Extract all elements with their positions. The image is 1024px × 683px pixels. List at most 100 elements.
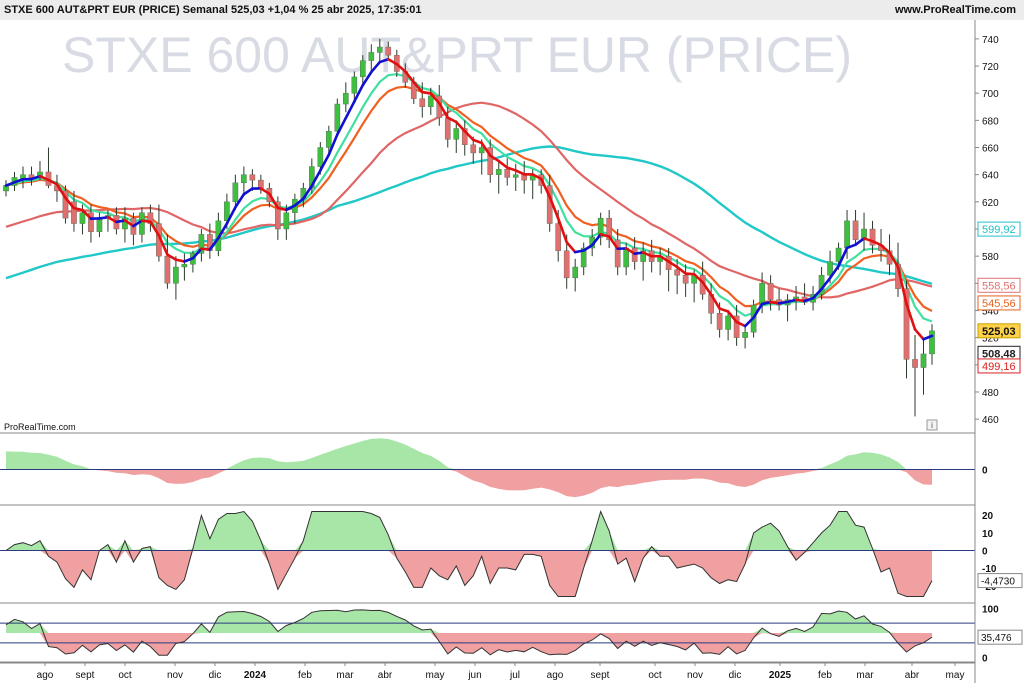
trend-segment (47, 178, 59, 186)
osc-value-label: 35,476 (981, 633, 1012, 644)
time-tick-label: 2024 (244, 670, 267, 681)
candle-body (385, 46, 392, 56)
time-tick-label: jun (467, 670, 481, 681)
trend-segment (13, 177, 25, 184)
trend-segment (811, 287, 823, 300)
osc-negative-fill (6, 633, 932, 656)
trend-segment (735, 320, 747, 328)
candle-body (241, 174, 247, 184)
candle-body (716, 313, 723, 330)
trend-segment (72, 206, 84, 212)
trend-segment (692, 272, 704, 284)
trend-segment (633, 251, 645, 256)
time-tick-label: nov (167, 670, 183, 681)
osc-value-label: -4,4730 (981, 577, 1015, 588)
trend-segment (259, 187, 271, 196)
price-tick-label: 620 (982, 198, 999, 209)
trend-segment (38, 174, 50, 182)
trend-segment (157, 234, 169, 256)
candle-body (903, 288, 910, 360)
price-tick-label: 700 (982, 89, 999, 100)
info-icon[interactable] (926, 419, 938, 431)
trend-segment (115, 219, 127, 224)
candle-body (478, 147, 485, 154)
chart-canvas[interactable]: STXE 600 AUT&PRT EUR (PRICE) 740 720 700 68… (0, 20, 1024, 683)
candle-body (597, 217, 604, 238)
trend-segment (786, 298, 798, 304)
instrument-title: STXE 600 AUT&PRT EUR (PRICE) Semanal 525… (4, 4, 422, 16)
time-tick-label: nov (687, 670, 703, 681)
trend-segment (183, 256, 195, 263)
trend-segment (268, 192, 280, 210)
candle-body (249, 174, 256, 181)
candle-body (614, 239, 621, 268)
candle-body (343, 92, 349, 105)
trend-segment (539, 177, 552, 199)
time-tick-label: sept (76, 670, 95, 681)
ma-medium-pink (5, 101, 933, 299)
trend-segment (437, 101, 450, 119)
candle-body (869, 228, 876, 246)
price-tick-label: 660 (982, 144, 999, 155)
candle-body (487, 147, 494, 175)
price-tick-label: 540 (982, 306, 999, 317)
osc-tick-label: 100 (982, 604, 999, 615)
trend-segment (446, 116, 458, 124)
candle-body (453, 128, 460, 140)
time-tick-label: mar (336, 670, 354, 681)
time-tick-label: feb (818, 670, 832, 681)
trend-segment (879, 243, 891, 255)
brand-link[interactable]: www.ProRealTime.com (894, 4, 1016, 16)
trend-segment (505, 166, 518, 172)
trend-segment (828, 264, 840, 280)
trend-segment (336, 116, 348, 136)
osc-positive-fill (6, 438, 932, 470)
trend-segment (480, 141, 492, 157)
trend-segment (30, 174, 42, 181)
trend-segment (234, 192, 246, 209)
osc-tick-label: 20 (982, 511, 994, 522)
trend-segment (913, 328, 925, 341)
candle-body (79, 212, 86, 224)
candle-body (580, 247, 587, 268)
price-label: 558,56 (982, 280, 1016, 292)
candle-body (62, 190, 69, 219)
trend-segment (191, 247, 203, 260)
price-label-box (977, 295, 1021, 311)
trend-segment (98, 215, 110, 220)
time-tick-label: feb (298, 670, 312, 681)
trend-segment (675, 265, 687, 275)
candle-body (682, 274, 689, 284)
oscillator-panel-1: 0 (0, 438, 988, 506)
osc-line (5, 510, 933, 597)
trend-segment (200, 247, 212, 251)
trend-segment (777, 300, 789, 305)
trend-segment (573, 249, 585, 254)
info-icon-glyph: i (931, 421, 933, 430)
candle-body (852, 220, 859, 241)
trend-segment (293, 197, 305, 207)
trend-segment (403, 70, 416, 84)
trend-segment (769, 300, 781, 305)
trend-segment (106, 215, 118, 224)
candle-body (555, 223, 562, 251)
candle-body (359, 60, 366, 78)
trend-segment (871, 239, 883, 247)
time-tick-label: oct (648, 670, 662, 681)
time-tick-label: ago (37, 670, 54, 681)
candle-body (844, 220, 850, 249)
trend-segment (845, 243, 857, 250)
price-tick-label: 720 (982, 62, 999, 73)
trend-segment (353, 83, 365, 103)
candle-body (640, 250, 646, 262)
candle-body (258, 179, 264, 189)
candle-body (71, 201, 77, 224)
candle-body (427, 95, 434, 107)
trend-segment (514, 169, 526, 176)
trend-segment (488, 154, 501, 163)
candle-body (351, 76, 358, 94)
trend-segment (701, 280, 713, 296)
trend-segment (319, 153, 331, 172)
candle-body (572, 266, 579, 279)
trend-segment (64, 196, 76, 210)
